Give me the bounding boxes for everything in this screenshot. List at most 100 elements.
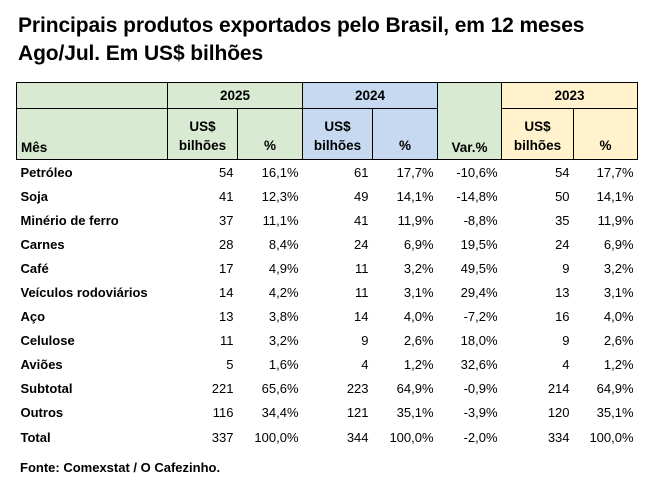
source-note: Fonte: Comexstat / O Cafezinho. bbox=[20, 460, 221, 475]
pct-2024: 3,1% bbox=[403, 285, 434, 301]
value-2024: 4 bbox=[361, 357, 369, 373]
value-2025: 13 bbox=[219, 309, 234, 325]
table-row: Minério de ferro 37 11,1% 41 11,9% -8,8% 35 11,… bbox=[17, 208, 638, 232]
var-pct: 49,5% bbox=[460, 260, 498, 276]
row-label: Subtotal bbox=[20, 381, 73, 397]
table-row: Total 337 100,0% 344 100,0% -2,0% 334 100,0% bbox=[17, 425, 638, 449]
row-label: Total bbox=[20, 429, 51, 445]
pct-2024: 6,9% bbox=[403, 236, 434, 252]
pct-2024: 17,7% bbox=[396, 164, 434, 180]
pct-2023: 64,9% bbox=[596, 381, 634, 397]
value-2025: 11 bbox=[220, 333, 234, 349]
var-header: Var.% bbox=[437, 82, 503, 160]
value-2023: 334 bbox=[547, 429, 570, 445]
mes-header: Mês bbox=[16, 108, 168, 160]
table-row: Veículos rodoviários 14 4,2% 11 3,1% 29,4% 13 3… bbox=[17, 280, 638, 304]
value-2024: 41 bbox=[354, 212, 369, 228]
value-2023: 35 bbox=[555, 212, 570, 228]
row-label: Outros bbox=[20, 405, 64, 421]
value-2023: 9 bbox=[562, 333, 570, 349]
var-pct: -10,6% bbox=[456, 164, 498, 180]
pct-2024: 14,1% bbox=[396, 188, 434, 204]
pct-2023: 3,2% bbox=[603, 260, 634, 276]
var-pct: -7,2% bbox=[463, 309, 498, 325]
value-2025: 14 bbox=[219, 285, 234, 301]
value-2023: 24 bbox=[555, 236, 570, 252]
value-2023: 9 bbox=[562, 260, 570, 276]
header-row-columns: Mês US$ bilhões % US$ bilhões % US$ bilhões… bbox=[16, 108, 639, 160]
pct-2025: 100,0% bbox=[254, 429, 299, 445]
pct-2023: 14,1% bbox=[596, 188, 634, 204]
header-blank-cell bbox=[16, 82, 168, 109]
year-header-2023: 2023 bbox=[501, 82, 639, 109]
table-row: Carnes 28 8,4% 24 6,9% 19,5% 24 6,9% bbox=[17, 232, 638, 256]
title-line-1: Principais produtos exportados pelo Bras… bbox=[18, 14, 585, 37]
value-2023: 16 bbox=[555, 309, 570, 325]
pct-2025: 65,6% bbox=[261, 381, 299, 397]
table-row: Celulose 11 3,2% 9 2,6% 18,0% 9 2,6% bbox=[17, 329, 638, 353]
value-2025: 116 bbox=[212, 405, 234, 421]
pct-2024: 2,6% bbox=[403, 333, 434, 349]
row-label: Celulose bbox=[20, 333, 75, 349]
row-label: Carnes bbox=[20, 236, 65, 252]
value-2024: 121 bbox=[346, 405, 369, 421]
pct-2025: 34,4% bbox=[261, 405, 299, 421]
table-row: Aviões 5 1,6% 4 1,2% 32,6% 4 1,2% bbox=[17, 353, 638, 377]
pct-2023: 4,0% bbox=[603, 309, 634, 325]
var-pct: -0,9% bbox=[463, 381, 498, 397]
pct-header-2023: % bbox=[573, 108, 639, 160]
value-2023: 120 bbox=[547, 405, 570, 421]
row-label: Petróleo bbox=[20, 164, 73, 180]
pct-2024: 35,1% bbox=[396, 405, 434, 421]
year-header-2024: 2024 bbox=[302, 82, 439, 109]
exports-table: 2025 2024 Var.% 2023 Mês US$ bilhões % US… bbox=[16, 82, 639, 449]
pct-2023: 35,1% bbox=[596, 405, 634, 421]
value-2025: 28 bbox=[219, 236, 234, 252]
value-2023: 54 bbox=[555, 164, 570, 180]
var-pct: -14,8% bbox=[456, 188, 498, 204]
row-label: Aço bbox=[20, 309, 46, 325]
var-pct: 32,6% bbox=[460, 357, 498, 373]
usd-header-2025: US$ bilhões bbox=[167, 108, 238, 160]
var-pct: -3,9% bbox=[463, 405, 498, 421]
pct-2023: 2,6% bbox=[603, 333, 634, 349]
table-row: Subtotal 221 65,6% 223 64,9% -0,9% 214 64,9% bbox=[17, 377, 638, 401]
usd-header-2024: US$ bilhões bbox=[302, 108, 374, 160]
pct-2024: 100,0% bbox=[389, 429, 434, 445]
value-2025: 221 bbox=[211, 381, 234, 397]
var-pct: -8,8% bbox=[463, 212, 498, 228]
var-pct: 19,5% bbox=[460, 236, 498, 252]
pct-2025: 16,1% bbox=[261, 164, 299, 180]
table-row: Petróleo 54 16,1% 61 17,7% -10,6% 54 17,7% bbox=[17, 160, 638, 185]
row-label: Aviões bbox=[20, 357, 63, 373]
year-header-2025: 2025 bbox=[166, 82, 304, 109]
value-2023: 4 bbox=[562, 357, 570, 373]
value-2025: 54 bbox=[219, 164, 234, 180]
value-2023: 13 bbox=[555, 285, 570, 301]
pct-2024: 3,2% bbox=[403, 260, 434, 276]
pct-2025: 3,2% bbox=[268, 333, 299, 349]
pct-2024: 64,9% bbox=[396, 381, 434, 397]
pct-2023: 3,1% bbox=[603, 285, 634, 301]
page-title: Principais produtos exportados pelo Bras… bbox=[18, 12, 648, 68]
table-row: Aço 13 3,8% 14 4,0% -7,2% 16 4,0% bbox=[17, 305, 638, 329]
value-2024: 11 bbox=[355, 260, 369, 276]
title-line-2: Ago/Jul. Em US$ bilhões bbox=[18, 42, 264, 65]
value-2025: 17 bbox=[219, 260, 234, 276]
row-label: Café bbox=[20, 260, 49, 276]
value-2025: 41 bbox=[219, 188, 234, 204]
header-row-years: 2025 2024 Var.% 2023 bbox=[16, 82, 639, 160]
value-2023: 214 bbox=[547, 381, 570, 397]
pct-2025: 11,1% bbox=[262, 212, 299, 228]
var-pct: 29,4% bbox=[460, 285, 498, 301]
pct-2025: 4,2% bbox=[268, 285, 299, 301]
pct-2023: 100,0% bbox=[589, 429, 634, 445]
value-2024: 61 bbox=[354, 164, 369, 180]
pct-2023: 6,9% bbox=[603, 236, 634, 252]
value-2024: 14 bbox=[354, 309, 369, 325]
value-2024: 223 bbox=[346, 381, 369, 397]
value-2024: 9 bbox=[361, 333, 369, 349]
row-label: Veículos rodoviários bbox=[20, 285, 148, 301]
value-2024: 24 bbox=[354, 236, 369, 252]
value-2025: 5 bbox=[226, 357, 234, 373]
